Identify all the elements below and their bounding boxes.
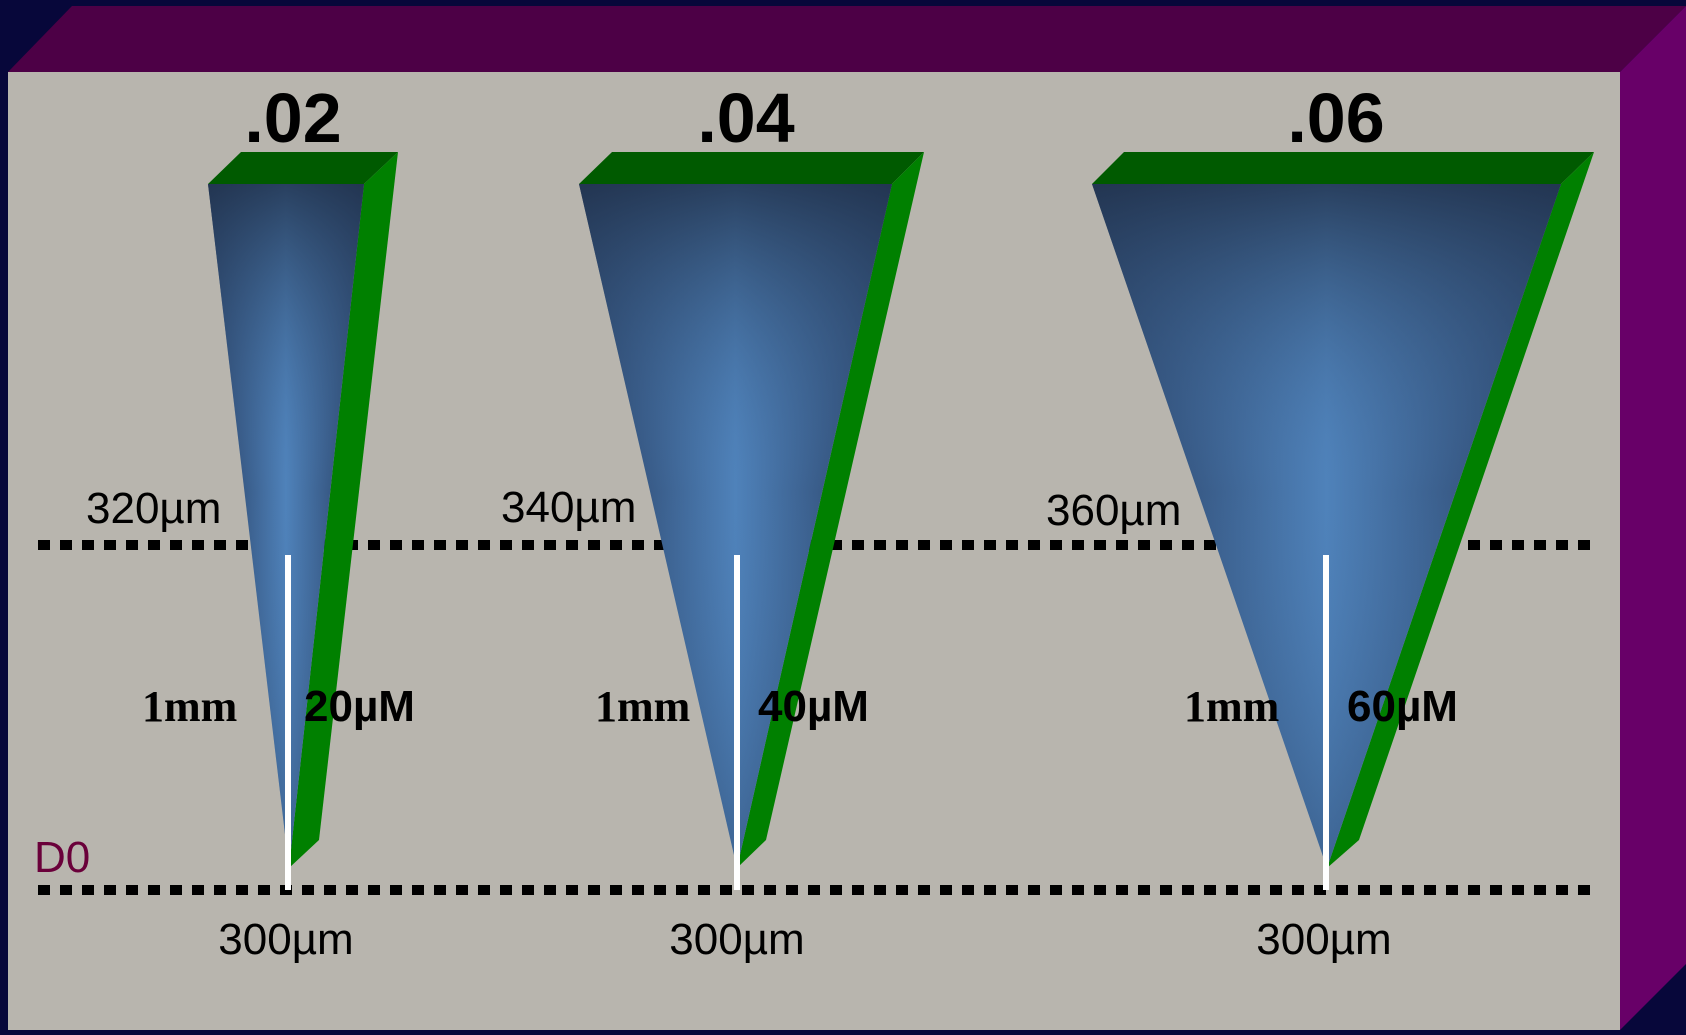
file-taper-04 — [579, 152, 924, 890]
tip-diameter-label-02: 300µm — [218, 915, 353, 964]
file-taper-04-green-side — [737, 152, 924, 868]
file-taper-06-green-side — [1327, 152, 1594, 868]
file-taper-06-blue-shade — [1092, 184, 1561, 868]
panel-top — [8, 6, 1686, 72]
taper-label-04: .04 — [697, 79, 794, 157]
increase-label-02: 20µM — [304, 682, 415, 731]
tip-diameter-label-06: 300µm — [1256, 915, 1391, 964]
increase-label-04: 40µM — [758, 682, 869, 731]
taper-label-02: .02 — [244, 79, 341, 157]
file-taper-02-blue-shade — [208, 184, 364, 868]
file-taper-02-green-top — [208, 152, 398, 184]
length-label-02: 1mm — [142, 682, 237, 731]
file-taper-02 — [208, 152, 398, 890]
length-label-06: 1mm — [1184, 682, 1279, 731]
increase-label-06: 60µM — [1347, 682, 1458, 731]
top-diameter-label-06: 360µm — [1046, 486, 1181, 535]
taper-label-06: .06 — [1287, 79, 1384, 157]
panel-side — [1620, 6, 1686, 1030]
top-diameter-label-04: 340µm — [501, 483, 636, 532]
file-taper-04-green-top — [579, 152, 924, 184]
file-taper-04-blue-shade — [579, 184, 892, 868]
top-diameter-label-02: 320µm — [86, 484, 221, 533]
length-label-04: 1mm — [595, 682, 690, 731]
file-taper-02-green-side — [289, 152, 398, 868]
file-taper-06 — [1092, 152, 1594, 890]
file-taper-06-green-top — [1092, 152, 1594, 184]
d0-label: D0 — [34, 833, 90, 882]
tip-diameter-label-04: 300µm — [669, 915, 804, 964]
